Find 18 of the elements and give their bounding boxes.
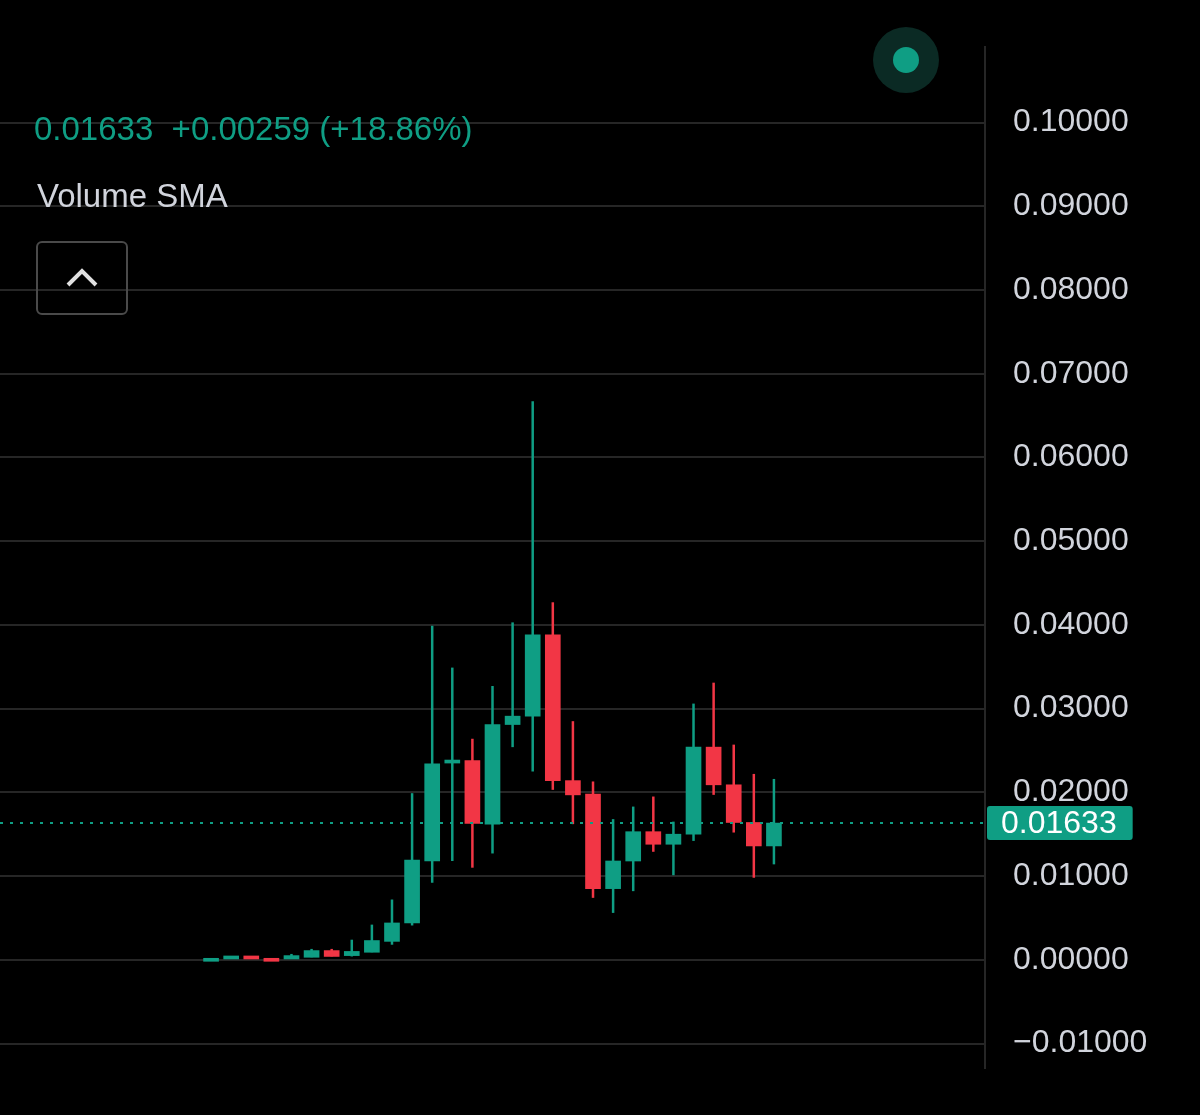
candlestick <box>565 719 581 826</box>
candlestick <box>384 898 400 946</box>
candlestick <box>645 795 662 854</box>
candlestick <box>504 621 521 749</box>
y-tick-label: 0.05000 <box>1013 521 1129 557</box>
y-tick-label: 0.07000 <box>1013 353 1129 390</box>
y-tick-label: 0.10000 <box>1013 102 1129 139</box>
y-tick-label: 0.04000 <box>1013 604 1129 641</box>
y-tick-label: 0.00000 <box>1013 939 1129 976</box>
text: 0.01633 +0.00259 (+18.86%) <box>34 110 473 148</box>
y-tick-label: −0.01000 <box>1013 1023 1148 1060</box>
y-tick-label: 0.01000 <box>1013 855 1129 892</box>
candlestick <box>364 923 380 954</box>
y-tick-label: 0.06000 <box>1013 437 1129 474</box>
y-tick-label: 0.08000 <box>1013 269 1129 306</box>
annotation: Volume SMA <box>37 177 228 215</box>
y-tick-label: 0.09000 <box>1013 186 1129 223</box>
y-tick-label: 0.03000 <box>1013 688 1129 725</box>
